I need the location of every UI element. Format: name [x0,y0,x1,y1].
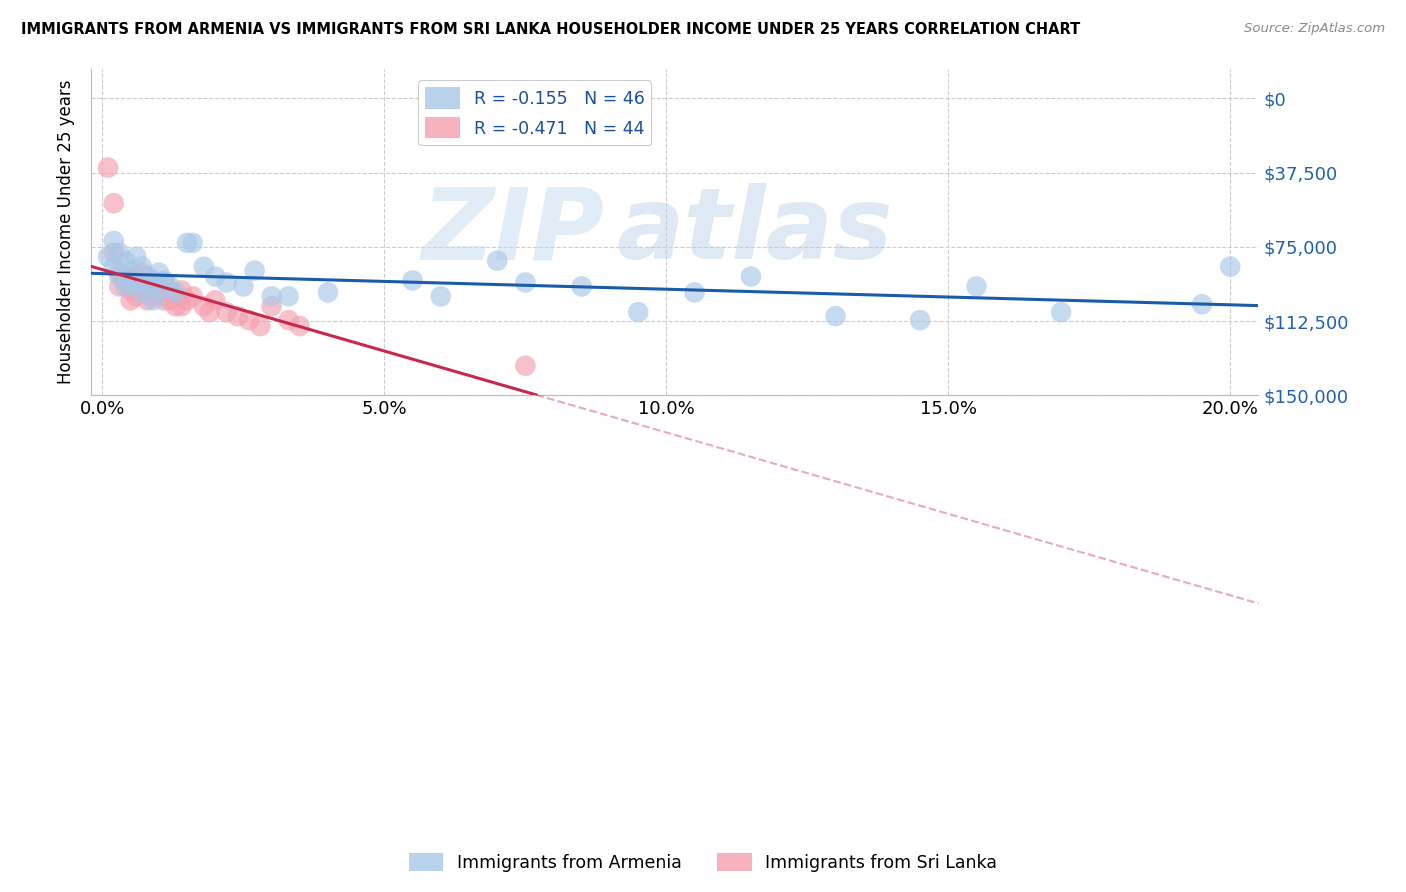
Legend: R = -0.155   N = 46, R = -0.471   N = 44: R = -0.155 N = 46, R = -0.471 N = 44 [418,80,651,145]
Point [125,289,148,303]
Point [740,269,762,284]
Point [486,253,509,268]
Point [204,293,226,308]
Point [114,279,136,293]
Point [103,234,125,248]
Point [181,289,204,303]
Point [120,284,142,298]
Point [148,285,170,300]
Point [165,299,187,313]
Point [176,235,198,250]
Point [193,299,215,313]
Point [204,269,226,284]
Y-axis label: Householder Income Under 25 years: Householder Income Under 25 years [58,79,75,384]
Point [571,279,593,293]
Point [131,276,153,290]
Point [108,269,131,284]
Point [232,279,254,293]
Point [165,289,187,303]
Legend: Immigrants from Armenia, Immigrants from Sri Lanka: Immigrants from Armenia, Immigrants from… [402,847,1004,879]
Point [148,279,170,293]
Point [966,279,988,293]
Point [97,250,120,264]
Point [131,284,153,298]
Point [125,269,148,284]
Point [142,289,165,303]
Point [120,273,142,287]
Point [108,279,131,293]
Point [136,269,159,284]
Point [159,293,181,308]
Point [165,285,187,300]
Text: atlas: atlas [616,184,893,280]
Point [103,196,125,211]
Point [215,305,238,319]
Point [148,284,170,298]
Point [142,273,165,287]
Point [176,293,198,308]
Point [136,279,159,293]
Point [153,273,176,287]
Point [103,245,125,260]
Point [288,319,311,334]
Point [159,284,181,298]
Text: ZIP: ZIP [422,184,605,280]
Point [153,293,176,308]
Point [215,276,238,290]
Point [515,276,537,290]
Point [316,285,339,300]
Point [429,289,451,303]
Point [170,299,193,313]
Point [1191,297,1213,311]
Point [125,273,148,287]
Point [153,276,176,290]
Point [120,293,142,308]
Point [193,260,215,274]
Text: Source: ZipAtlas.com: Source: ZipAtlas.com [1244,22,1385,36]
Point [249,319,271,334]
Point [277,313,299,327]
Point [277,289,299,303]
Point [131,285,153,300]
Point [1219,260,1241,274]
Point [125,250,148,264]
Point [260,299,283,313]
Point [131,266,153,280]
Point [114,269,136,284]
Point [1050,305,1073,319]
Point [120,263,142,277]
Point [114,276,136,290]
Point [136,279,159,293]
Point [136,293,159,308]
Point [908,313,931,327]
Point [120,276,142,290]
Point [683,285,706,300]
Point [108,266,131,280]
Point [103,260,125,274]
Point [148,266,170,280]
Point [125,279,148,293]
Point [97,161,120,175]
Point [108,245,131,260]
Point [243,263,266,277]
Point [515,359,537,373]
Point [238,313,260,327]
Point [142,293,165,308]
Point [226,309,249,323]
Point [181,235,204,250]
Point [131,260,153,274]
Point [260,289,283,303]
Point [824,309,846,323]
Point [170,284,193,298]
Point [159,279,181,293]
Point [401,273,423,287]
Text: IMMIGRANTS FROM ARMENIA VS IMMIGRANTS FROM SRI LANKA HOUSEHOLDER INCOME UNDER 25: IMMIGRANTS FROM ARMENIA VS IMMIGRANTS FR… [21,22,1080,37]
Point [142,276,165,290]
Point [198,305,221,319]
Point [136,285,159,300]
Point [114,253,136,268]
Point [627,305,650,319]
